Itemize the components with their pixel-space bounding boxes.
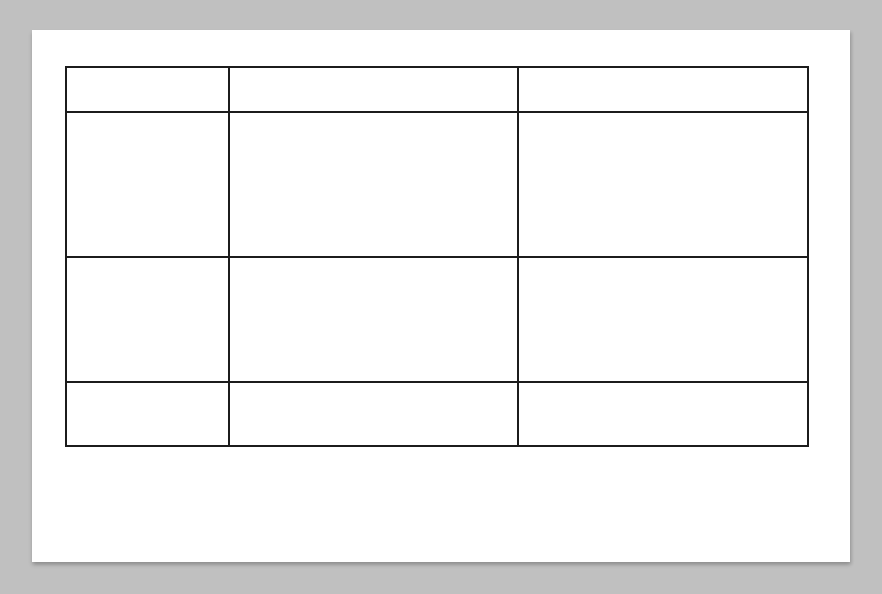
table-row: [65, 256, 809, 383]
table-header-row: [65, 66, 809, 113]
table-cell[interactable]: [65, 256, 230, 383]
table-body: [65, 66, 809, 447]
table-cell[interactable]: [517, 66, 809, 113]
table-row: [65, 381, 809, 447]
document-table: [65, 66, 809, 447]
table-cell[interactable]: [228, 66, 519, 113]
document-page[interactable]: [32, 30, 850, 562]
table-cell[interactable]: [65, 111, 230, 258]
table-cell[interactable]: [228, 256, 519, 383]
table-cell[interactable]: [228, 381, 519, 447]
table-cell[interactable]: [65, 381, 230, 447]
table-row: [65, 111, 809, 258]
table-cell[interactable]: [228, 111, 519, 258]
table-cell[interactable]: [517, 111, 809, 258]
table-cell[interactable]: [517, 381, 809, 447]
table-cell[interactable]: [517, 256, 809, 383]
table-cell[interactable]: [65, 66, 230, 113]
